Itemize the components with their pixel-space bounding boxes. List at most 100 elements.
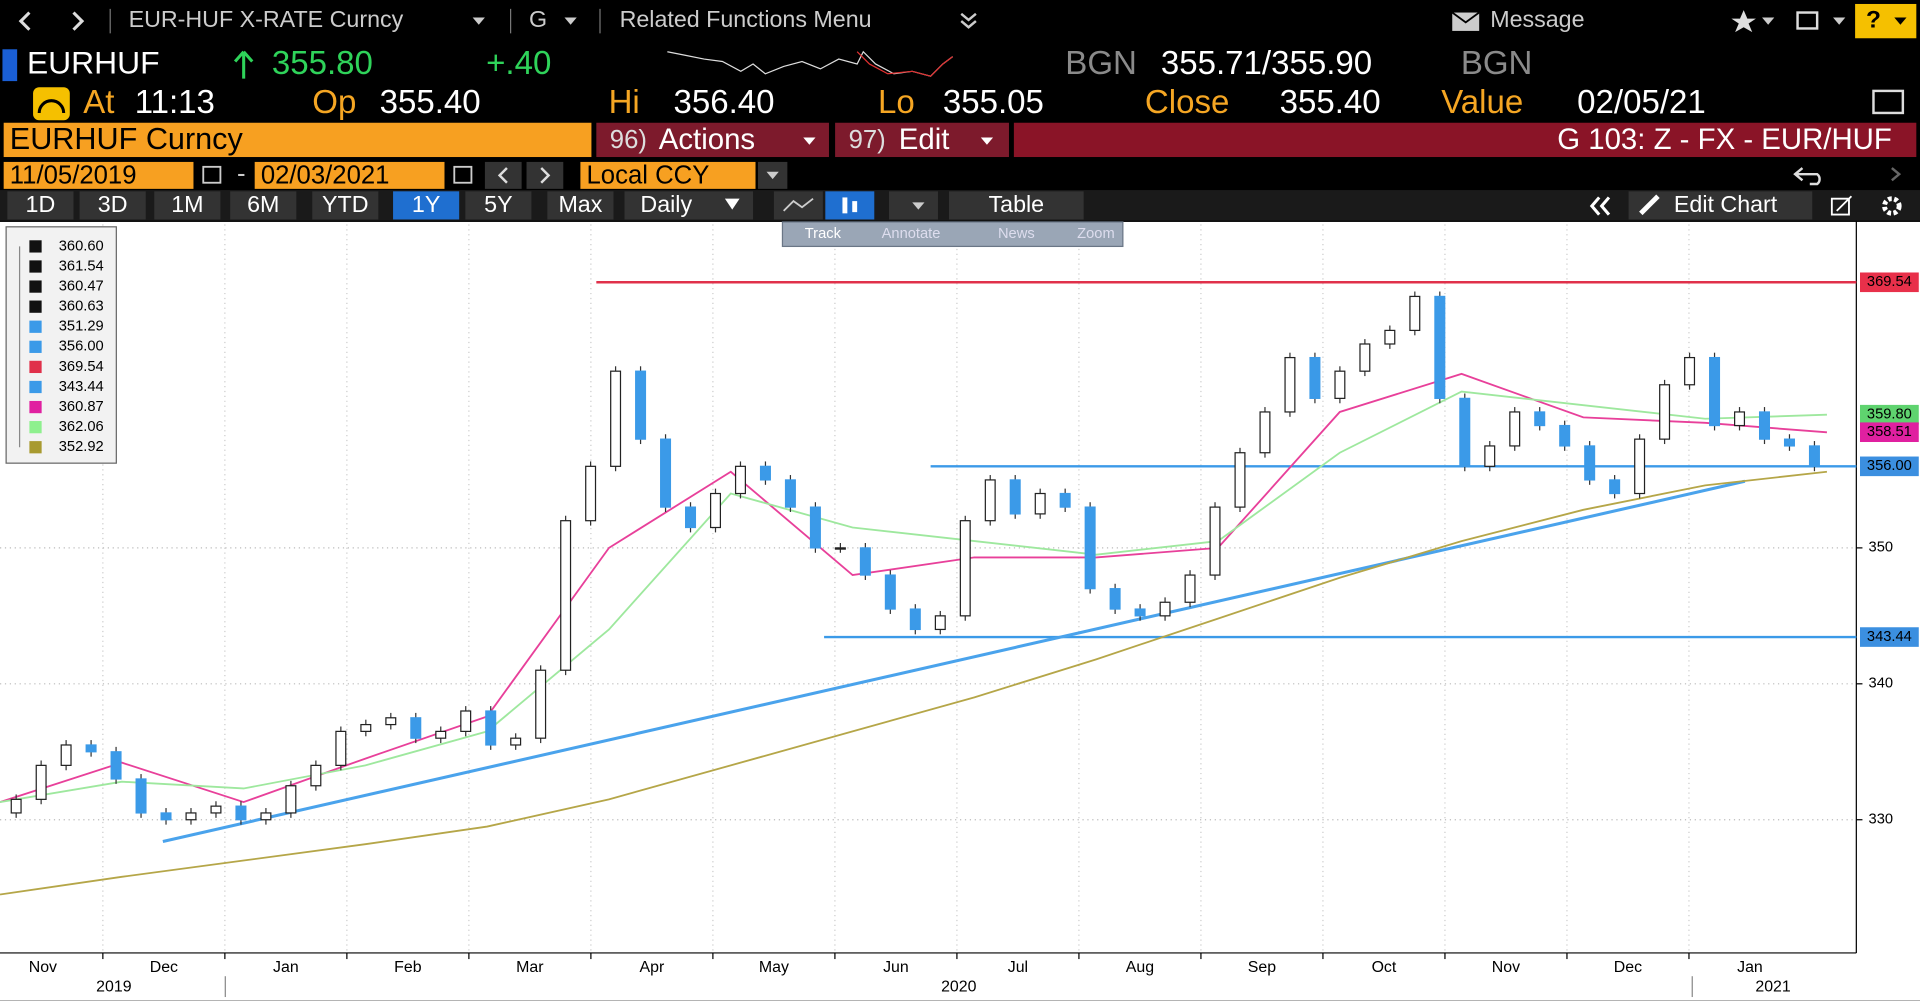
candle-body <box>535 669 547 739</box>
export-icon[interactable] <box>1872 89 1905 115</box>
collapse-icon[interactable] <box>1589 196 1611 216</box>
period-tab[interactable] <box>7 191 74 220</box>
price-tag <box>1860 627 1919 647</box>
month-label: Mar <box>516 959 544 976</box>
period-label[interactable]: 1M <box>171 191 203 217</box>
candle-chart-button[interactable] <box>825 191 875 220</box>
forward-button[interactable] <box>72 11 85 31</box>
legend-box <box>5 226 117 464</box>
actions-menu[interactable] <box>596 122 829 158</box>
chart-tool[interactable]: Track <box>805 226 842 242</box>
legend-swatch <box>29 421 42 434</box>
candle-body <box>210 805 222 814</box>
actions-number: 96) <box>610 126 647 154</box>
candle-body <box>1334 370 1346 399</box>
dropdown-icon[interactable] <box>980 137 994 145</box>
candle-body <box>884 574 896 610</box>
period-label[interactable]: 1Y <box>412 191 440 217</box>
candle-body <box>185 812 197 821</box>
redo-icon[interactable] <box>1891 167 1902 182</box>
period-label[interactable]: 1D <box>26 191 56 217</box>
summary-time: 11:13 <box>135 84 215 121</box>
period-label[interactable]: 5Y <box>484 191 512 217</box>
security-field[interactable] <box>3 122 592 158</box>
alert-icon[interactable] <box>33 87 70 121</box>
chart-type-drop[interactable] <box>888 191 938 220</box>
edit-chart-label[interactable]: Edit Chart <box>1674 191 1778 217</box>
edit-icon[interactable] <box>1830 195 1853 216</box>
period-tab[interactable] <box>79 191 146 220</box>
next-period-button[interactable] <box>526 161 564 189</box>
candle-body <box>1634 438 1646 495</box>
candle-body <box>360 723 372 732</box>
price-tag-label: 356.00 <box>1867 458 1912 474</box>
table-button[interactable] <box>948 191 1084 220</box>
price-tag-label: 343.44 <box>1867 629 1912 645</box>
month-label: May <box>759 959 789 976</box>
period-tab[interactable] <box>154 191 221 220</box>
related-menu[interactable]: Related Functions Menu <box>620 6 872 32</box>
table-label[interactable]: Table <box>989 191 1045 217</box>
bid-ask: 355.71/355.90 <box>1161 45 1372 82</box>
back-button[interactable] <box>18 11 31 31</box>
edit-number: 97) <box>849 126 886 154</box>
help-box[interactable] <box>1855 3 1917 39</box>
moving-average <box>0 372 1828 804</box>
chart-tool[interactable]: News <box>998 226 1035 242</box>
candle-body <box>235 805 247 821</box>
edit-label[interactable]: Edit <box>899 123 950 156</box>
dropdown-icon[interactable] <box>1833 17 1846 25</box>
dropdown-icon[interactable] <box>912 202 925 210</box>
currency-field[interactable] <box>580 161 756 189</box>
candle-body <box>1659 384 1671 440</box>
settings-icon[interactable] <box>1882 196 1902 216</box>
help-button[interactable]: ? <box>1866 7 1881 34</box>
chart-tool[interactable]: Zoom <box>1077 226 1115 242</box>
period-tab[interactable] <box>547 191 614 220</box>
calendar-icon[interactable] <box>202 165 222 184</box>
period-tab[interactable] <box>312 191 379 220</box>
month-label: Dec <box>1614 959 1642 976</box>
dropdown-icon[interactable] <box>803 137 816 145</box>
legend-value: 361.54 <box>59 258 104 274</box>
favorite-icon[interactable] <box>1731 10 1756 33</box>
dropdown-icon[interactable] <box>1894 17 1907 25</box>
dropdown-icon[interactable] <box>564 17 577 25</box>
edit-chart-button[interactable] <box>1628 191 1813 220</box>
prev-period-button[interactable] <box>484 161 522 189</box>
candle-body <box>859 547 871 576</box>
actions-label[interactable]: Actions <box>659 123 755 156</box>
window-icon[interactable] <box>1796 11 1819 30</box>
candle-body <box>734 465 746 495</box>
period-tab[interactable] <box>230 191 297 220</box>
dropdown-icon[interactable] <box>766 171 779 180</box>
dropdown-icon[interactable] <box>1762 17 1775 25</box>
period-label[interactable]: Max <box>558 191 602 217</box>
end-date-field[interactable] <box>254 161 445 189</box>
candle-body <box>410 717 422 739</box>
message-button[interactable]: Message <box>1490 6 1584 32</box>
g-menu[interactable]: G <box>529 6 547 32</box>
dropdown-icon[interactable] <box>472 17 485 25</box>
undo-icon[interactable] <box>1793 167 1821 186</box>
calendar-icon[interactable] <box>453 165 473 184</box>
month-label: Feb <box>394 959 422 976</box>
period-label[interactable]: YTD <box>322 191 369 217</box>
period-tab[interactable] <box>393 191 460 220</box>
summary-low-label: Lo <box>878 84 915 121</box>
candle-body <box>285 785 297 814</box>
candle-body <box>685 506 697 529</box>
candle-body <box>460 710 472 732</box>
start-date-field[interactable] <box>3 161 194 189</box>
period-tab[interactable] <box>465 191 532 220</box>
period-label[interactable]: 6M <box>247 191 279 217</box>
frequency[interactable]: Daily <box>640 191 692 217</box>
edit-menu[interactable] <box>835 122 1009 158</box>
chart-tool[interactable]: Annotate <box>882 226 941 242</box>
up-arrow <box>233 50 254 79</box>
y-tick-label: 350 <box>1869 540 1894 556</box>
security-menu[interactable]: EUR-HUF X-RATE Curncy <box>129 6 404 32</box>
period-label[interactable]: 3D <box>98 191 128 217</box>
month-label: Apr <box>640 959 665 976</box>
